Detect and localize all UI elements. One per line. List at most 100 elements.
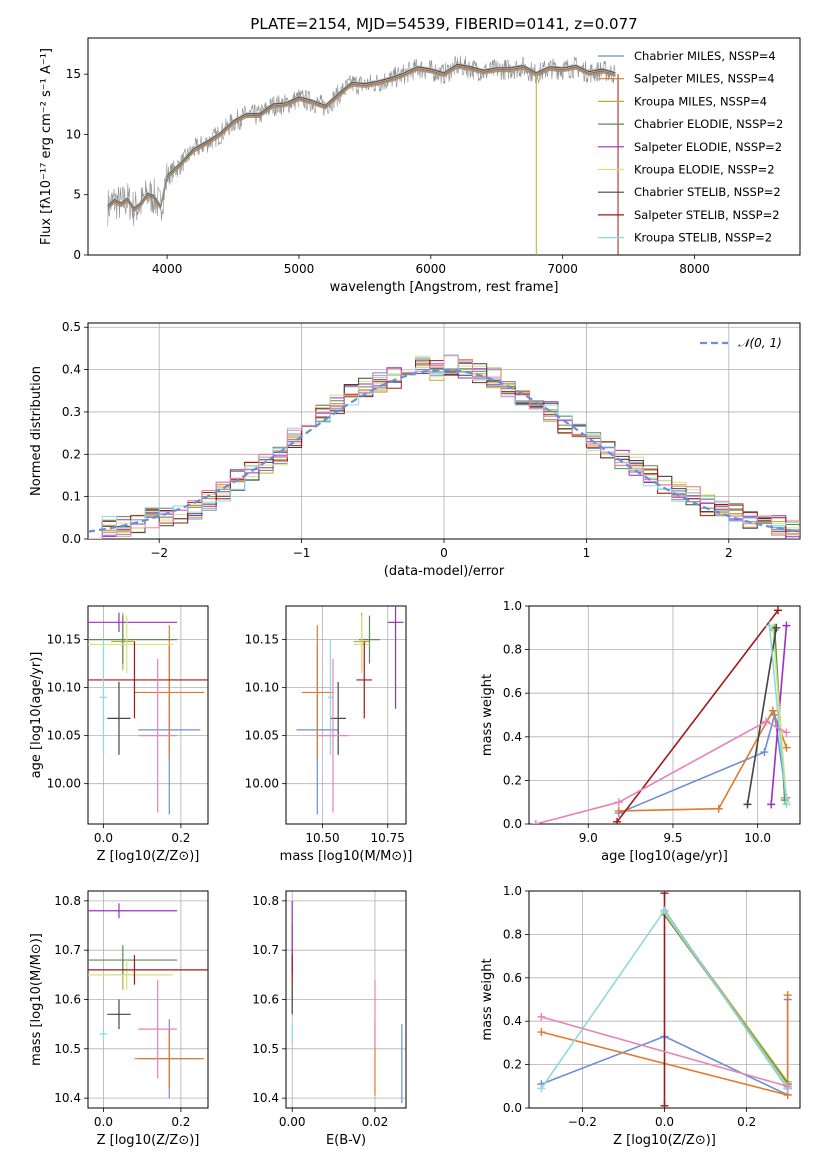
weight-vs-age-series — [531, 606, 791, 824]
x-axis-label: Z [log10(Z/Z⊙)] — [97, 849, 200, 864]
axes-frame — [87, 322, 801, 540]
y-tick-label: 0.0 — [503, 1101, 522, 1115]
weight-line — [618, 714, 788, 814]
x-axis-label: Z [log10(Z/Z⊙)] — [613, 1133, 716, 1148]
x-tick-label: 8000 — [679, 262, 710, 276]
weight-line — [618, 708, 788, 812]
plus-marker — [537, 1012, 546, 1021]
y-tick-label: 10.8 — [54, 894, 81, 908]
plus-marker — [613, 817, 622, 824]
y-tick-label: 0.2 — [503, 1058, 522, 1072]
plus-marker — [743, 800, 752, 809]
x-axis-label: mass [log10(M/M⊙)] — [280, 849, 413, 864]
age-vs-mass-axes: 10.50 10.75 10.00 10.05 10.10 10.15 mass [log1… — [245, 605, 413, 864]
x-tick-label: 5000 — [284, 262, 315, 276]
spectrum-model-line — [107, 67, 616, 213]
y-tick-label: 10.00 — [245, 777, 279, 791]
y-axis-label: mass weight — [480, 674, 495, 756]
plus-marker — [760, 748, 769, 757]
plus-marker — [767, 800, 776, 809]
weight-line — [616, 609, 779, 823]
plus-marker — [783, 991, 792, 1000]
x-tick-label: −0.2 — [568, 1115, 597, 1129]
legend-label: Kroupa MILES, NSSP=4 — [634, 94, 767, 108]
y-tick-label: 10 — [66, 127, 81, 141]
y-tick-label: 0.8 — [503, 927, 522, 941]
x-tick-label: 0.0 — [94, 1115, 113, 1129]
x-tick-label: 0.2 — [171, 1115, 190, 1129]
spectrum-legend: Chabrier MILES, NSSP=4 Salpeter MILES, NS… — [598, 49, 783, 245]
x-tick-label: 4000 — [152, 262, 183, 276]
y-tick-label: 10.10 — [47, 681, 81, 695]
plus-marker — [768, 706, 777, 715]
legend-label: Salpeter MILES, NSSP=4 — [634, 72, 775, 86]
plus-marker — [773, 606, 782, 615]
x-tick-label: 0.00 — [279, 1115, 306, 1129]
mass-vs-EBV-points — [291, 900, 403, 1104]
axes-frame — [87, 890, 209, 1109]
legend-label: Kroupa ELODIE, NSSP=2 — [634, 163, 775, 177]
x-axis-label: wavelength [Angstrom, rest frame] — [330, 280, 559, 295]
plus-marker — [537, 1084, 546, 1093]
plus-marker — [614, 798, 623, 807]
y-axis-label: mass [log10(M/M⊙)] — [29, 933, 44, 1066]
y-tick-label: 10.7 — [54, 943, 81, 957]
y-tick-label: 0.5 — [62, 320, 81, 334]
x-axis-label: age [log10(age/yr)] — [601, 849, 728, 864]
plus-marker — [660, 906, 669, 915]
legend-label: 𝒩(0, 1) — [738, 336, 782, 350]
spectrum-axes: 4000 5000 6000 7000 8000 0 5 10 15 wavelength [An… — [39, 37, 801, 295]
y-tick-label: 0.1 — [62, 490, 81, 504]
plus-marker — [783, 1082, 792, 1091]
y-tick-label: 15 — [66, 67, 81, 81]
y-tick-label: 10.5 — [252, 1042, 279, 1056]
y-tick-label: 10.5 — [54, 1042, 81, 1056]
y-axis-label: Flux [fλ10⁻¹⁷ erg cm⁻² s⁻¹ A⁻¹] — [39, 48, 54, 245]
legend-label: Chabrier ELODIE, NSSP=2 — [634, 117, 783, 131]
plus-marker — [660, 891, 669, 898]
y-tick-label: 1.0 — [503, 599, 522, 613]
residual-steps — [88, 354, 800, 539]
axes-frame — [87, 37, 801, 256]
mass-vs-EBV-axes: 0.00 0.02 10.4 10.5 10.6 10.7 10.8 E(B-V) — [252, 890, 407, 1148]
age-vs-Z-axes: 0.0 0.2 10.00 10.05 10.10 10.15 Z [log10(Z/Z⊙)… — [29, 605, 209, 864]
x-tick-label: 10.0 — [744, 831, 771, 845]
axes-frame — [285, 605, 407, 825]
y-axis-label: age [log10(age/yr)] — [29, 652, 44, 779]
spectrum-model-line — [107, 67, 616, 212]
weight-vs-age-axes: 9.0 9.5 10.0 0.0 0.2 0.4 0.6 0.8 1.0 age [log10(a… — [480, 599, 801, 864]
y-tick-label: 0.2 — [503, 773, 522, 787]
y-tick-label: 10.00 — [47, 777, 81, 791]
y-tick-label: 10.8 — [252, 894, 279, 908]
x-tick-label: 0 — [440, 546, 448, 560]
y-tick-label: 0.4 — [503, 730, 522, 744]
y-tick-label: 0.2 — [62, 447, 81, 461]
plus-marker — [537, 1028, 546, 1037]
y-tick-label: 0.6 — [503, 686, 522, 700]
plus-marker — [782, 728, 791, 737]
y-tick-label: 10.6 — [252, 993, 279, 1007]
x-tick-label: 0.2 — [737, 1115, 756, 1129]
y-tick-label: 0 — [73, 248, 81, 262]
plus-marker — [772, 623, 781, 632]
axes-frame — [528, 605, 801, 825]
y-tick-label: 5 — [73, 188, 81, 202]
x-tick-label: 10.50 — [305, 831, 339, 845]
x-tick-label: 0.0 — [94, 831, 113, 845]
plus-marker — [531, 820, 540, 824]
y-tick-label: 0.0 — [503, 817, 522, 831]
y-tick-label: 10.4 — [54, 1091, 81, 1105]
y-tick-label: 10.05 — [245, 729, 279, 743]
plus-marker — [762, 717, 771, 726]
y-tick-label: 0.4 — [62, 363, 81, 377]
residual-legend: 𝒩(0, 1) — [700, 336, 782, 350]
mass-vs-Z-points — [88, 903, 208, 1099]
plus-marker — [782, 800, 791, 809]
plus-marker — [782, 621, 791, 630]
x-tick-label: 6000 — [416, 262, 447, 276]
spectrum-model-line — [107, 62, 616, 208]
weight-line — [770, 625, 788, 805]
y-tick-label: 0.0 — [62, 532, 81, 546]
